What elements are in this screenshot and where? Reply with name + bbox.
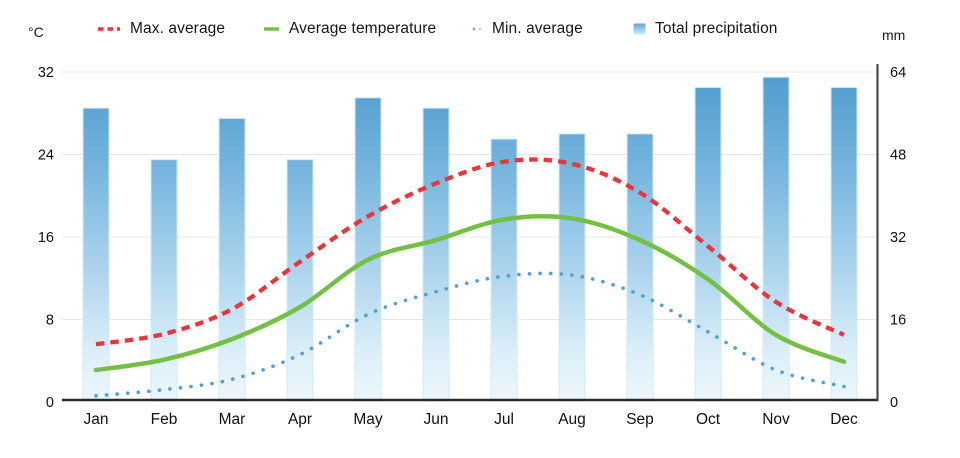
bar-feb bbox=[150, 159, 178, 402]
bar-mar bbox=[218, 117, 246, 402]
legend-label-max-average: Max. average bbox=[130, 20, 226, 37]
y-right-tick-16: 16 bbox=[890, 313, 906, 329]
bar-aug bbox=[558, 133, 586, 402]
y-right-tick-64: 64 bbox=[890, 65, 906, 81]
month-label-apr: Apr bbox=[288, 411, 312, 428]
bar-apr bbox=[286, 159, 314, 402]
y-left-tick-32: 32 bbox=[38, 65, 54, 81]
bar-nov bbox=[762, 76, 790, 402]
month-label-sep: Sep bbox=[626, 411, 654, 428]
y-left-tick-0: 0 bbox=[46, 395, 54, 411]
bar-jul bbox=[490, 138, 518, 402]
month-label-aug: Aug bbox=[558, 411, 586, 428]
legend-label-average-temperature: Average temperature bbox=[289, 20, 437, 37]
blue-gradient-square-icon bbox=[633, 23, 646, 35]
bar-jun bbox=[422, 107, 450, 402]
legend-item-min-average[interactable]: Min. average bbox=[470, 17, 583, 41]
blue-dotted-line-icon bbox=[472, 27, 482, 31]
month-label-feb: Feb bbox=[151, 411, 178, 428]
month-label-jan: Jan bbox=[84, 411, 109, 428]
green-solid-line-icon bbox=[264, 27, 279, 31]
left-axis-unit: °C bbox=[28, 24, 44, 40]
y-left-tick-24: 24 bbox=[38, 148, 54, 164]
min-average-line bbox=[94, 271, 846, 398]
bar-oct bbox=[694, 86, 722, 402]
red-dashed-line-icon bbox=[98, 27, 120, 31]
y-right-tick-0: 0 bbox=[890, 395, 898, 411]
month-label-oct: Oct bbox=[696, 411, 721, 428]
month-label-jul: Jul bbox=[494, 411, 514, 428]
legend-label-total-precipitation: Total precipitation bbox=[655, 20, 778, 37]
month-label-dec: Dec bbox=[830, 411, 858, 428]
average-temperature-line bbox=[93, 214, 847, 373]
y-left-tick-8: 8 bbox=[46, 313, 54, 329]
month-label-may: May bbox=[353, 411, 383, 428]
legend-label-min-average: Min. average bbox=[492, 20, 583, 37]
bar-may bbox=[354, 97, 382, 402]
max-average-line bbox=[95, 157, 845, 347]
legend-item-total-precipitation[interactable]: Total precipitation bbox=[633, 17, 778, 41]
bar-sep bbox=[626, 133, 654, 402]
legend-item-max-average[interactable]: Max. average bbox=[97, 17, 225, 41]
y-right-tick-48: 48 bbox=[890, 148, 906, 164]
bar-jan bbox=[82, 107, 110, 402]
month-label-jun: Jun bbox=[424, 411, 449, 428]
month-label-mar: Mar bbox=[219, 411, 246, 428]
y-left-tick-16: 16 bbox=[38, 230, 54, 246]
y-right-tick-32: 32 bbox=[890, 230, 906, 246]
bar-dec bbox=[830, 86, 858, 402]
legend-item-average-temperature[interactable]: Average temperature bbox=[263, 17, 436, 41]
month-label-nov: Nov bbox=[762, 411, 790, 428]
right-axis-unit: mm bbox=[882, 27, 906, 43]
